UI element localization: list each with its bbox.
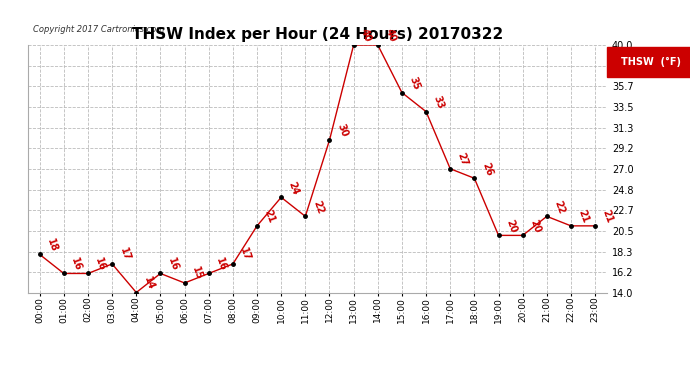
Text: 20: 20 (504, 218, 518, 234)
Text: Copyright 2017 Cartronics.com: Copyright 2017 Cartronics.com (33, 25, 165, 34)
Text: 18: 18 (46, 237, 59, 253)
Text: 24: 24 (287, 180, 301, 196)
Text: 16: 16 (70, 256, 83, 272)
Text: 14: 14 (142, 275, 156, 291)
Text: 16: 16 (166, 256, 180, 272)
Text: 26: 26 (480, 161, 494, 177)
Text: THSW  (°F): THSW (°F) (621, 57, 680, 68)
Text: 35: 35 (408, 75, 422, 91)
Text: 20: 20 (529, 218, 542, 234)
Text: 21: 21 (601, 209, 615, 225)
Text: 16: 16 (94, 256, 108, 272)
Text: 17: 17 (239, 246, 253, 262)
Text: 21: 21 (577, 209, 591, 225)
Text: 22: 22 (311, 199, 325, 215)
Text: 40: 40 (384, 27, 397, 44)
Text: 27: 27 (456, 151, 470, 167)
Text: 30: 30 (335, 123, 349, 139)
Text: 16: 16 (215, 256, 228, 272)
Text: 22: 22 (553, 199, 566, 215)
Text: 40: 40 (359, 27, 373, 44)
Text: 15: 15 (190, 266, 204, 282)
Text: 21: 21 (263, 209, 277, 225)
Text: 17: 17 (118, 246, 132, 262)
Text: 33: 33 (432, 94, 446, 110)
FancyBboxPatch shape (607, 48, 690, 77)
Title: THSW Index per Hour (24 Hours) 20170322: THSW Index per Hour (24 Hours) 20170322 (132, 27, 503, 42)
